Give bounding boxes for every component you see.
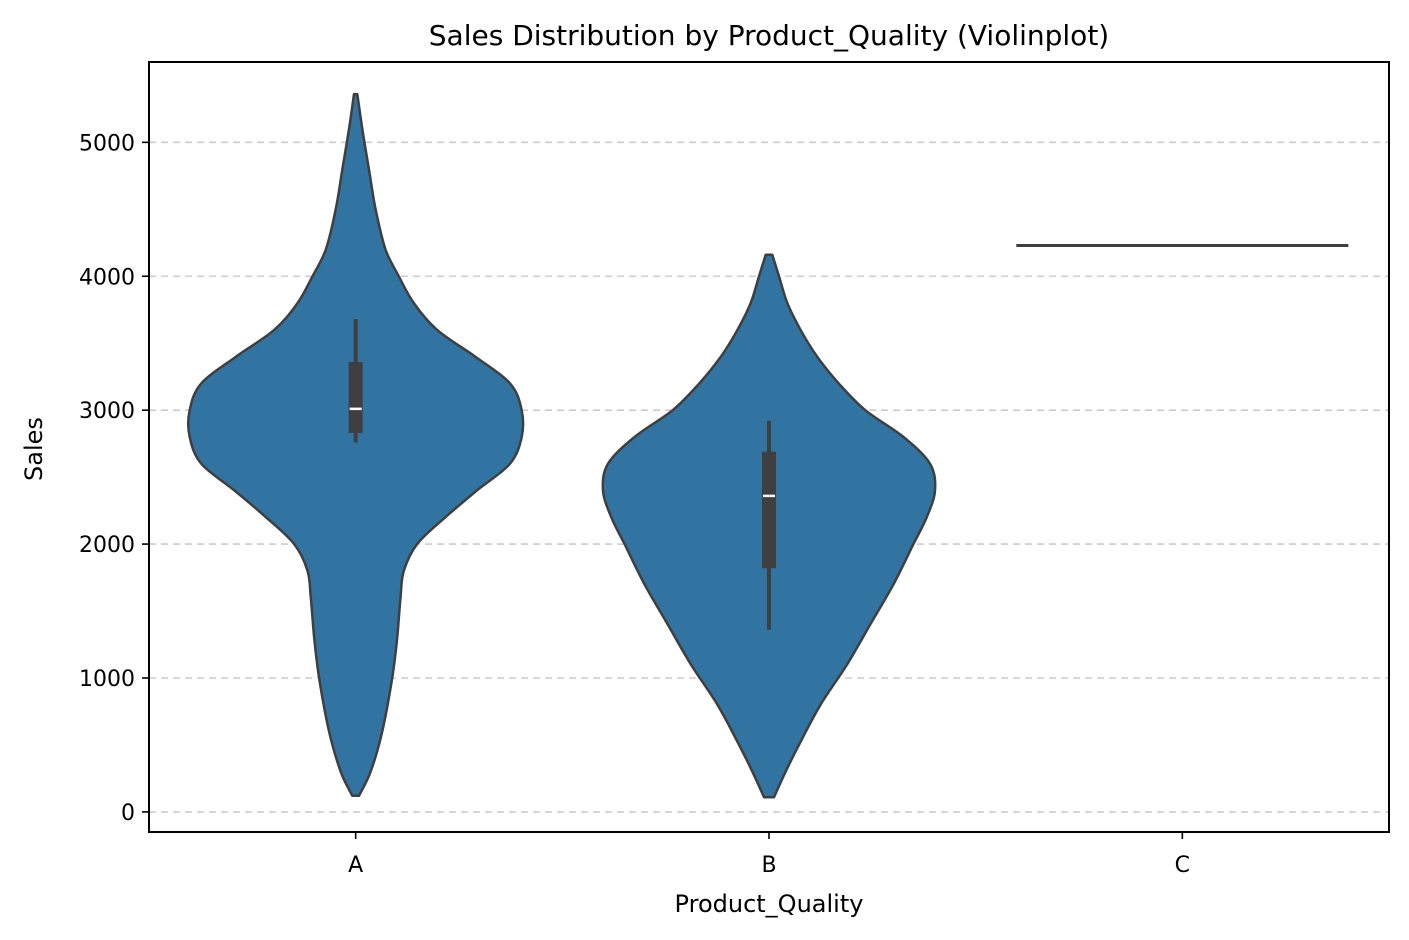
x-tick-label-A: A [348,853,363,878]
x-axis-label: Product_Quality [675,890,864,918]
y-tick-label-1000: 1000 [79,667,135,692]
x-tick-label-C: C [1175,853,1190,878]
y-axis-ticks: 0 1000 2000 3000 4000 5000 [79,131,149,826]
violin-B-iqr-box [762,451,776,569]
y-tick-label-4000: 4000 [79,265,135,290]
violins [186,92,1349,799]
violin-A-iqr-box [348,361,363,433]
y-tick-label-5000: 5000 [79,131,135,156]
violin-A-body [186,92,525,798]
y-tick-label-2000: 2000 [79,533,135,558]
x-axis-ticks: A B C [348,832,1190,878]
x-tick-label-B: B [761,853,776,878]
violin-A [186,92,525,798]
y-tick-label-0: 0 [121,801,135,826]
y-axis-label: Sales [20,417,48,481]
chart-title: Sales Distribution by Product_Quality (V… [429,19,1109,52]
y-tick-label-3000: 3000 [79,399,135,424]
violin-B [601,253,937,799]
